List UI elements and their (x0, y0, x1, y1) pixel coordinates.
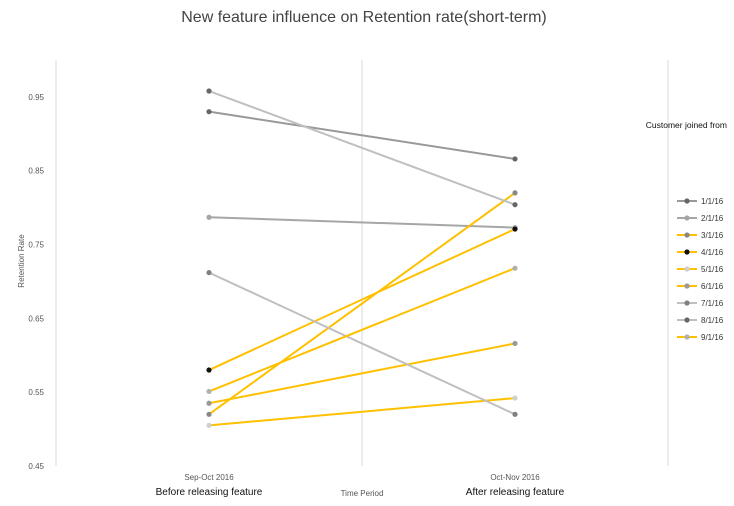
y-tick-label: 0.55 (28, 388, 44, 397)
x-tick-label: Sep-Oct 2016 (184, 473, 234, 482)
data-point-5/1/16-1 (512, 395, 518, 401)
legend-item-8/1/16[interactable]: 8/1/16 (677, 316, 724, 325)
x-category-sublabel: Before releasing feature (156, 487, 263, 498)
data-point-8/1/16-0 (206, 88, 212, 94)
data-point-1/1/16-0 (206, 109, 212, 115)
data-point-6/1/16-1 (512, 340, 518, 347)
legend-label: 5/1/16 (701, 265, 724, 274)
legend-label: 9/1/16 (701, 333, 724, 342)
y-tick-label: 0.65 (28, 314, 44, 323)
legend[interactable]: 1/1/16 2/1/16 3/1/16 4/1/16 5/1/16 6/1/16 7/1/… (677, 197, 724, 342)
y-axis-label: Retention Rate (17, 234, 26, 288)
legend-swatch-marker (684, 283, 690, 289)
y-tick-label: 0.45 (28, 462, 44, 471)
series-lines (208, 90, 516, 427)
y-axis-ticks: 0.45 0.55 0.65 0.75 0.85 0.95 (28, 93, 44, 471)
data-point-1/1/16-1 (512, 156, 518, 162)
series-line-8/1/16 (208, 90, 516, 206)
series-line-6/1/16 (208, 342, 516, 405)
data-point-3/1/16-1 (512, 190, 518, 196)
y-tick-label: 0.95 (28, 93, 44, 102)
legend-swatch-marker (684, 300, 690, 306)
legend-item-7/1/16[interactable]: 7/1/16 (677, 299, 724, 308)
legend-label: 7/1/16 (701, 299, 724, 308)
legend-item-9/1/16[interactable]: 9/1/16 (677, 333, 724, 342)
series-line-3/1/16 (208, 191, 516, 416)
series-line-2/1/16 (208, 216, 516, 229)
legend-item-2/1/16[interactable]: 2/1/16 (677, 214, 724, 223)
x-tick-label: Oct-Nov 2016 (490, 473, 540, 482)
legend-item-1/1/16[interactable]: 1/1/16 (677, 197, 724, 206)
legend-item-4/1/16[interactable]: 4/1/16 (677, 248, 724, 257)
y-tick-label: 0.85 (28, 167, 44, 176)
data-point-4/1/16-0 (206, 367, 212, 373)
plot-grid (55, 60, 669, 466)
legend-swatch-marker (684, 249, 690, 255)
legend-label: 1/1/16 (701, 197, 724, 206)
legend-label: 6/1/16 (701, 282, 724, 291)
legend-label: 8/1/16 (701, 316, 724, 325)
legend-swatch-marker (684, 266, 690, 272)
x-axis-label: Time Period (341, 489, 384, 498)
data-point-9/1/16-0 (206, 388, 212, 395)
legend-label: 2/1/16 (701, 214, 724, 223)
x-category-sublabel: After releasing feature (466, 487, 565, 498)
legend-swatch-marker (684, 334, 690, 340)
data-point-7/1/16-0 (206, 269, 212, 276)
series-line-5/1/16 (208, 397, 516, 427)
legend-swatch-marker (684, 198, 690, 204)
data-point-6/1/16-0 (206, 400, 212, 406)
data-point-9/1/16-1 (512, 265, 518, 271)
legend-item-5/1/16[interactable]: 5/1/16 (677, 265, 724, 274)
legend-swatch-marker (684, 232, 690, 238)
legend-label: 4/1/16 (701, 248, 724, 257)
series-line-9/1/16 (208, 267, 516, 393)
data-point-7/1/16-1 (512, 411, 518, 417)
data-point-2/1/16-0 (206, 214, 212, 220)
series-line-1/1/16 (208, 110, 516, 160)
legend-label: 3/1/16 (701, 231, 724, 240)
series-line-4/1/16 (208, 228, 516, 372)
y-tick-label: 0.75 (28, 241, 44, 250)
series-line-7/1/16 (208, 271, 516, 416)
series-points (206, 88, 518, 428)
data-point-3/1/16-0 (206, 411, 212, 417)
legend-item-3/1/16[interactable]: 3/1/16 (677, 231, 724, 240)
legend-title: Customer joined from (646, 120, 727, 130)
x-axis-ticks: Sep-Oct 2016 Before releasing feature Oct-… (156, 473, 565, 498)
data-point-4/1/16-1 (512, 226, 518, 232)
legend-item-6/1/16[interactable]: 6/1/16 (677, 282, 724, 291)
data-point-5/1/16-0 (206, 422, 212, 428)
legend-swatch-marker (684, 215, 690, 221)
legend-swatch-marker (684, 317, 690, 323)
data-point-8/1/16-1 (512, 202, 518, 208)
chart-title: New feature influence on Retention rate(… (181, 9, 547, 26)
